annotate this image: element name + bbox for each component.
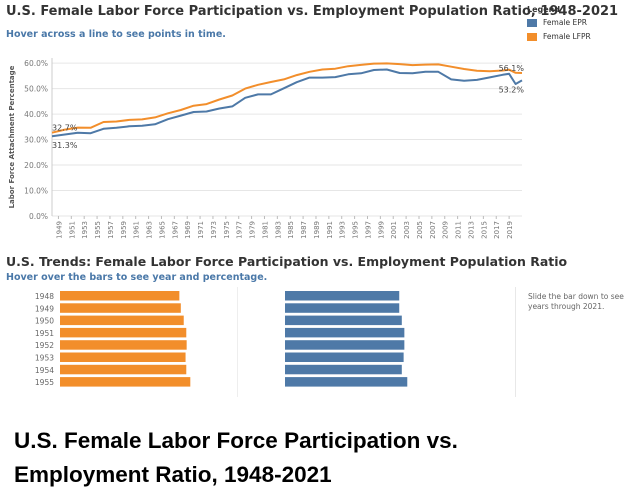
bar-section-title: U.S. Trends: Female Labor Force Particip… bbox=[6, 254, 568, 269]
image-caption: U.S. Female Labor Force Participation vs… bbox=[14, 424, 458, 492]
y-tick-label: 60.0% bbox=[24, 59, 48, 68]
y-tick-label: 20.0% bbox=[24, 161, 48, 170]
x-tick-label: 2015 bbox=[480, 221, 488, 239]
x-tick-label: 2017 bbox=[493, 221, 501, 239]
x-tick-label: 2003 bbox=[403, 221, 411, 239]
x-tick-label: 2005 bbox=[416, 221, 424, 239]
panel-divider bbox=[237, 287, 238, 397]
y-tick-label: 30.0% bbox=[24, 136, 48, 145]
y-tick-label: 50.0% bbox=[24, 85, 48, 94]
year-label: 1948 bbox=[35, 292, 54, 301]
x-tick-label: 1967 bbox=[171, 221, 179, 239]
slide-note: Slide the bar down to see years through … bbox=[528, 292, 624, 311]
x-tick-label: 1997 bbox=[364, 221, 372, 239]
x-tick-label: 1953 bbox=[81, 221, 89, 239]
bar-epr bbox=[285, 315, 402, 326]
x-tick-label: 1977 bbox=[236, 221, 244, 239]
x-tick-label: 1949 bbox=[55, 221, 63, 239]
x-tick-label: 1959 bbox=[120, 221, 128, 239]
x-tick-label: 1979 bbox=[249, 221, 257, 239]
x-tick-label: 1971 bbox=[197, 221, 205, 239]
legend-item-epr[interactable]: Female EPR bbox=[527, 18, 587, 27]
bar-lfpr bbox=[60, 327, 187, 338]
panel-divider bbox=[515, 287, 516, 397]
x-tick-label: 1961 bbox=[133, 221, 141, 239]
x-tick-label: 2009 bbox=[442, 221, 450, 239]
year-label: 1953 bbox=[35, 354, 54, 363]
series-line-female-epr bbox=[51, 68, 523, 138]
chart-title: U.S. Female Labor Force Participation vs… bbox=[6, 4, 619, 19]
legend-item-lfpr[interactable]: Female LFPR bbox=[527, 32, 591, 41]
bar-epr bbox=[285, 352, 404, 362]
data-label: 56.1% bbox=[499, 64, 525, 73]
x-tick-label: 2011 bbox=[455, 221, 463, 239]
bar-lfpr bbox=[60, 377, 191, 387]
bar-lfpr bbox=[60, 291, 180, 301]
x-tick-label: 2013 bbox=[467, 221, 475, 239]
data-label: 31.3% bbox=[52, 141, 78, 150]
data-label: 32.7% bbox=[52, 124, 78, 133]
bar-epr bbox=[285, 291, 400, 301]
bar-epr bbox=[285, 303, 400, 313]
x-tick-label: 1991 bbox=[326, 221, 334, 239]
x-tick-label: 1987 bbox=[300, 221, 308, 239]
caption-line-2: Employment Ratio, 1948-2021 bbox=[14, 462, 332, 487]
y-tick-label: 0.0% bbox=[29, 212, 48, 221]
x-tick-label: 1969 bbox=[184, 221, 192, 239]
x-tick-label: 1975 bbox=[223, 221, 231, 239]
x-tick-label: 1989 bbox=[313, 221, 321, 239]
chart-subtitle: Hover across a line to see points in tim… bbox=[6, 29, 226, 40]
bar-lfpr bbox=[60, 303, 181, 313]
x-tick-label: 1973 bbox=[210, 221, 218, 239]
bar-section-subtitle: Hover over the bars to see year and perc… bbox=[6, 272, 268, 283]
caption-line-1: U.S. Female Labor Force Participation vs… bbox=[14, 428, 458, 453]
x-tick-label: 1951 bbox=[68, 221, 76, 239]
line-chart[interactable]: Labor Force Attachment Percentage 0.0% 10.… bbox=[0, 44, 630, 250]
x-tick-label: 1999 bbox=[377, 221, 385, 239]
bar-lfpr bbox=[60, 364, 187, 375]
legend-title: Legend bbox=[527, 5, 561, 14]
y-axis-label: Labor Force Attachment Percentage bbox=[8, 65, 16, 208]
bar-lfpr bbox=[60, 352, 186, 362]
x-tick-label: 1993 bbox=[339, 221, 347, 239]
bar-epr bbox=[285, 340, 405, 350]
year-label: 1950 bbox=[35, 317, 54, 326]
x-tick-label: 1965 bbox=[158, 221, 166, 239]
bar-epr bbox=[285, 377, 408, 387]
x-tick-label: 2001 bbox=[390, 221, 398, 239]
year-label: 1951 bbox=[35, 329, 54, 338]
bar-epr bbox=[285, 364, 402, 375]
legend-swatch-epr bbox=[527, 18, 537, 27]
bar-chart[interactable]: 1948 1949 1950 1951 1952 1953 1954 1955 bbox=[0, 287, 630, 397]
bar-epr bbox=[285, 327, 405, 338]
x-tick-label: 1983 bbox=[274, 221, 282, 239]
bar-lfpr bbox=[60, 340, 187, 350]
y-tick-label: 40.0% bbox=[24, 110, 48, 119]
bar-lfpr bbox=[60, 315, 184, 326]
year-label: 1954 bbox=[35, 366, 54, 375]
x-tick-label: 2007 bbox=[429, 221, 437, 239]
x-tick-label: 1995 bbox=[352, 221, 360, 239]
data-label: 53.2% bbox=[499, 85, 525, 94]
series-line-female-lfpr bbox=[51, 62, 523, 134]
legend-label-epr: Female EPR bbox=[543, 18, 587, 27]
year-label: 1949 bbox=[35, 304, 54, 313]
x-tick-label: 1957 bbox=[107, 221, 115, 239]
x-tick-label: 1985 bbox=[287, 221, 295, 239]
year-label: 1955 bbox=[35, 378, 54, 387]
year-label: 1952 bbox=[35, 341, 54, 350]
x-tick-label: 2019 bbox=[506, 221, 514, 239]
x-tick-label: 1963 bbox=[146, 221, 154, 239]
legend-label-lfpr: Female LFPR bbox=[543, 32, 591, 41]
legend-swatch-lfpr bbox=[527, 32, 537, 41]
x-tick-label: 1981 bbox=[261, 221, 269, 239]
x-tick-label: 1955 bbox=[94, 221, 102, 239]
y-tick-label: 10.0% bbox=[24, 187, 48, 196]
